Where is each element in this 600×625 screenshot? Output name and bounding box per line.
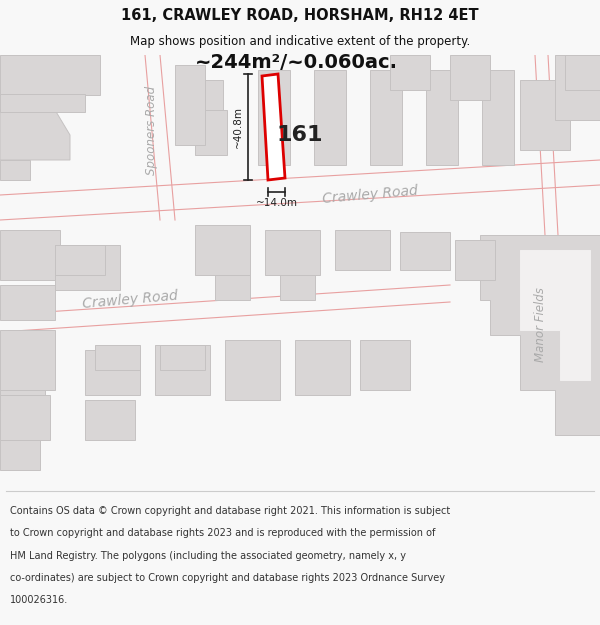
Polygon shape: [480, 235, 600, 435]
Text: 161: 161: [277, 125, 323, 145]
Bar: [280, 275, 315, 300]
Bar: [195, 80, 223, 110]
Bar: [55, 245, 120, 290]
Bar: [160, 345, 205, 370]
Bar: [565, 55, 600, 90]
Bar: [0, 390, 45, 410]
Text: Contains OS data © Crown copyright and database right 2021. This information is : Contains OS data © Crown copyright and d…: [10, 506, 451, 516]
Bar: [95, 345, 140, 370]
Bar: [0, 285, 55, 320]
Bar: [85, 350, 140, 395]
Bar: [426, 70, 458, 165]
Text: Manor Fields: Manor Fields: [535, 288, 548, 362]
Text: 100026316.: 100026316.: [10, 595, 68, 605]
Text: ~244m²/~0.060ac.: ~244m²/~0.060ac.: [195, 53, 398, 72]
Bar: [295, 340, 350, 395]
Bar: [0, 230, 60, 280]
Text: 161, CRAWLEY ROAD, HORSHAM, RH12 4ET: 161, CRAWLEY ROAD, HORSHAM, RH12 4ET: [121, 8, 479, 23]
Bar: [85, 400, 135, 440]
Bar: [258, 70, 290, 165]
Bar: [314, 70, 346, 165]
Text: to Crown copyright and database rights 2023 and is reproduced with the permissio: to Crown copyright and database rights 2…: [10, 529, 436, 539]
Bar: [225, 340, 280, 400]
Bar: [155, 345, 210, 395]
Text: Crawley Road: Crawley Road: [322, 184, 418, 206]
Text: Crawley Road: Crawley Road: [82, 289, 178, 311]
Bar: [390, 55, 430, 90]
Text: Map shows position and indicative extent of the property.: Map shows position and indicative extent…: [130, 35, 470, 48]
Bar: [0, 330, 55, 390]
Bar: [360, 340, 410, 390]
Bar: [482, 70, 514, 165]
Text: HM Land Registry. The polygons (including the associated geometry, namely x, y: HM Land Registry. The polygons (includin…: [10, 551, 406, 561]
Text: Spooners Road: Spooners Road: [146, 86, 158, 174]
Bar: [195, 110, 227, 155]
Bar: [520, 80, 570, 150]
Polygon shape: [520, 250, 590, 380]
Bar: [265, 230, 320, 275]
Bar: [0, 55, 100, 95]
Bar: [335, 230, 390, 270]
Polygon shape: [0, 160, 30, 180]
Bar: [555, 55, 600, 120]
Bar: [400, 232, 450, 270]
Bar: [450, 55, 490, 100]
Polygon shape: [262, 74, 285, 180]
Text: ~40.8m: ~40.8m: [233, 106, 243, 148]
Text: co-ordinates) are subject to Crown copyright and database rights 2023 Ordnance S: co-ordinates) are subject to Crown copyr…: [10, 573, 445, 583]
Bar: [0, 94, 85, 112]
Bar: [370, 70, 402, 165]
Bar: [215, 275, 250, 300]
Bar: [455, 240, 495, 280]
Bar: [195, 225, 250, 275]
Bar: [0, 395, 50, 440]
Text: ~14.0m: ~14.0m: [256, 198, 298, 208]
Bar: [55, 245, 105, 275]
Bar: [175, 65, 205, 145]
Bar: [0, 440, 40, 470]
Polygon shape: [0, 110, 70, 160]
